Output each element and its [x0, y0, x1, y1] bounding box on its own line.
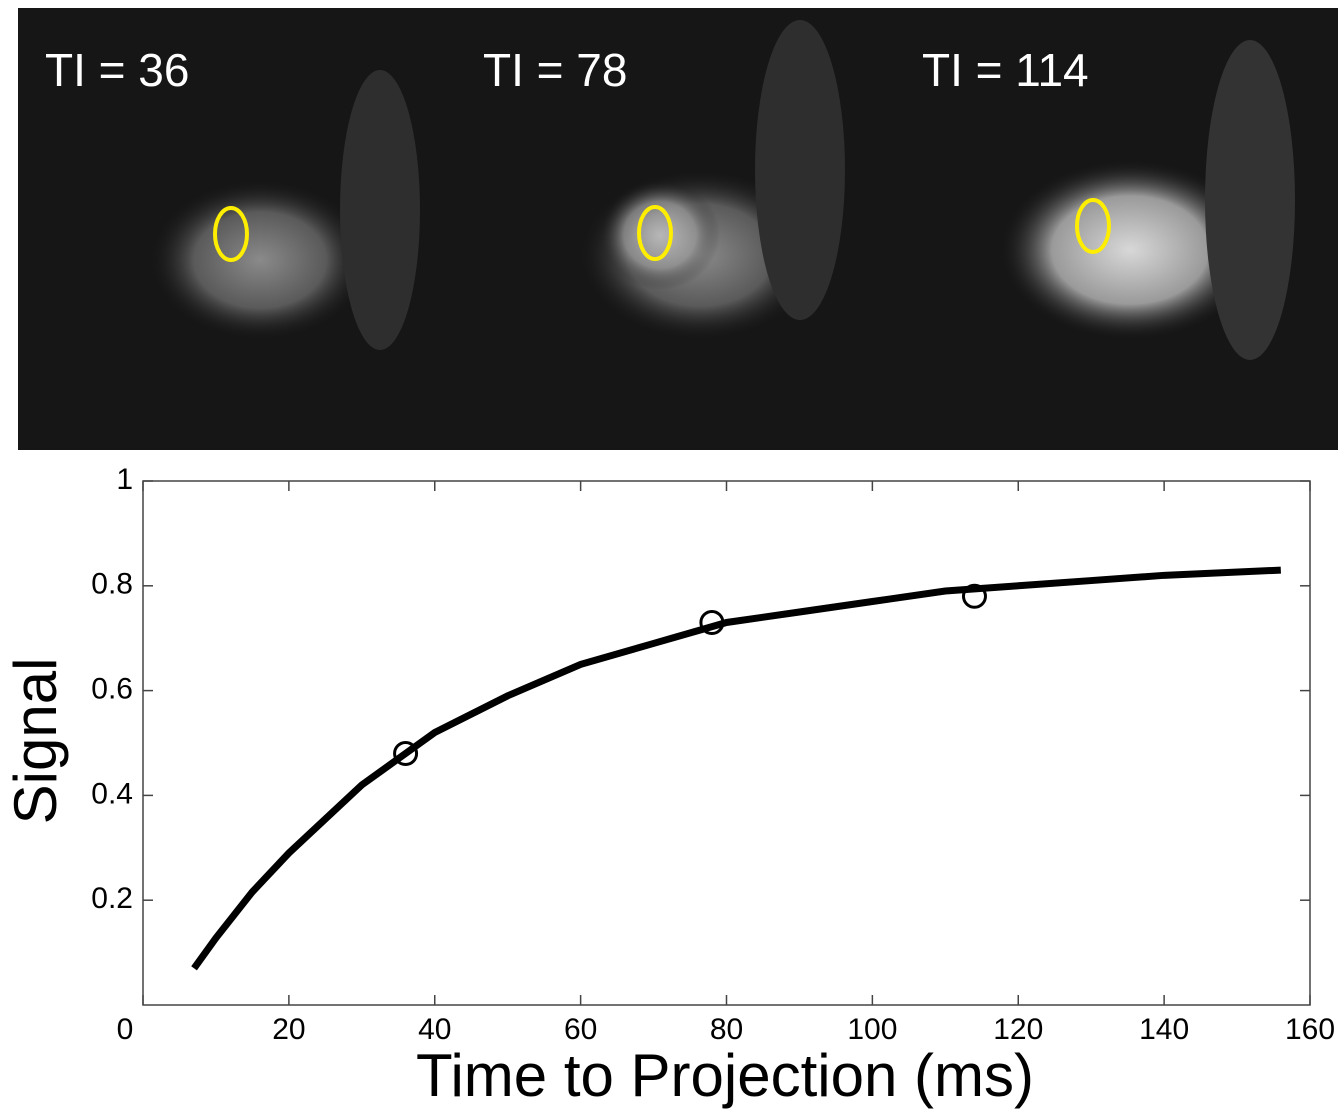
x-tick-label: 140	[1139, 1013, 1189, 1046]
x-axis-label: Time to Projection (ms)	[416, 1042, 1034, 1109]
x-tick-label: 100	[847, 1013, 897, 1046]
fit-curve	[191, 566, 1281, 971]
data-point	[961, 583, 987, 609]
x-tick-label: 60	[564, 1013, 597, 1046]
x-tick-label: 160	[1285, 1013, 1335, 1046]
panel-label: TI = 114	[922, 44, 1089, 96]
x-tick-label: 20	[272, 1013, 305, 1046]
plot-area	[142, 480, 1311, 1006]
x-tick-label: 0	[117, 1013, 134, 1046]
y-tick-label: 0.8	[91, 568, 133, 601]
panel-1	[150, 70, 420, 350]
y-tick-label: 0.2	[91, 882, 133, 915]
y-tick-label: 0.6	[91, 673, 133, 706]
y-axis-label: Signal	[2, 658, 69, 825]
data-point	[393, 740, 419, 766]
roi-ellipse	[1075, 198, 1111, 254]
roi-ellipse	[213, 206, 249, 262]
panel-3	[1000, 40, 1295, 360]
panel-label: TI = 36	[45, 44, 189, 96]
x-tick-label: 40	[418, 1013, 451, 1046]
x-tick-label: 80	[710, 1013, 743, 1046]
panel-label: TI = 78	[483, 44, 627, 96]
y-tick-label: 0.4	[91, 777, 133, 810]
panel-2	[580, 20, 845, 340]
y-tick-label: 1	[116, 463, 133, 496]
x-tick-label: 120	[993, 1013, 1043, 1046]
roi-ellipse	[637, 205, 673, 261]
image-panels: TI = 36 TI = 78 TI = 114	[18, 8, 1338, 450]
